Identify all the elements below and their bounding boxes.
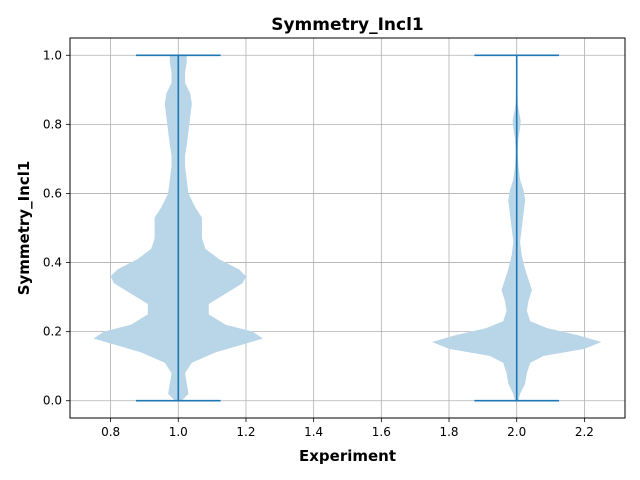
x-axis-label: Experiment bbox=[299, 447, 396, 465]
y-tick-label: 0.2 bbox=[43, 325, 62, 339]
ticks: 0.8 1.0 1.2 1.4 1.6 1.8 2.0 2.2 0.0 0.2 0.4 0.6 0.8 1… bbox=[43, 48, 594, 439]
y-tick-label: 0.0 bbox=[43, 394, 62, 408]
x-tick-label: 1.2 bbox=[236, 425, 255, 439]
grid bbox=[70, 38, 625, 418]
chart-title: Symmetry_Incl1 bbox=[271, 15, 424, 35]
x-tick-label: 2.0 bbox=[507, 425, 526, 439]
x-tick-label: 2.2 bbox=[575, 425, 594, 439]
y-tick-label: 1.0 bbox=[43, 48, 62, 62]
x-tick-label: 0.8 bbox=[101, 425, 120, 439]
x-tick-label: 1.0 bbox=[169, 425, 188, 439]
x-tick-label: 1.6 bbox=[372, 425, 391, 439]
y-tick-label: 0.8 bbox=[43, 117, 62, 131]
y-axis-label: Symmetry_Incl1 bbox=[15, 161, 33, 296]
plot-frame bbox=[69, 37, 626, 419]
x-tick-label: 1.8 bbox=[439, 425, 458, 439]
y-tick-label: 0.6 bbox=[43, 186, 62, 200]
violins bbox=[93, 54, 602, 402]
y-tick-label: 0.4 bbox=[43, 256, 62, 270]
x-tick-label: 1.4 bbox=[304, 425, 323, 439]
